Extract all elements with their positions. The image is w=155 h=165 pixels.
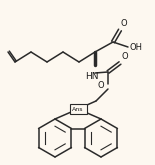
Text: O: O: [120, 19, 127, 28]
Text: OH: OH: [129, 44, 142, 52]
Text: HN: HN: [85, 72, 99, 81]
Text: Ans: Ans: [72, 107, 84, 112]
Text: O: O: [121, 52, 128, 61]
Bar: [69, 104, 86, 114]
Text: O: O: [98, 81, 104, 89]
